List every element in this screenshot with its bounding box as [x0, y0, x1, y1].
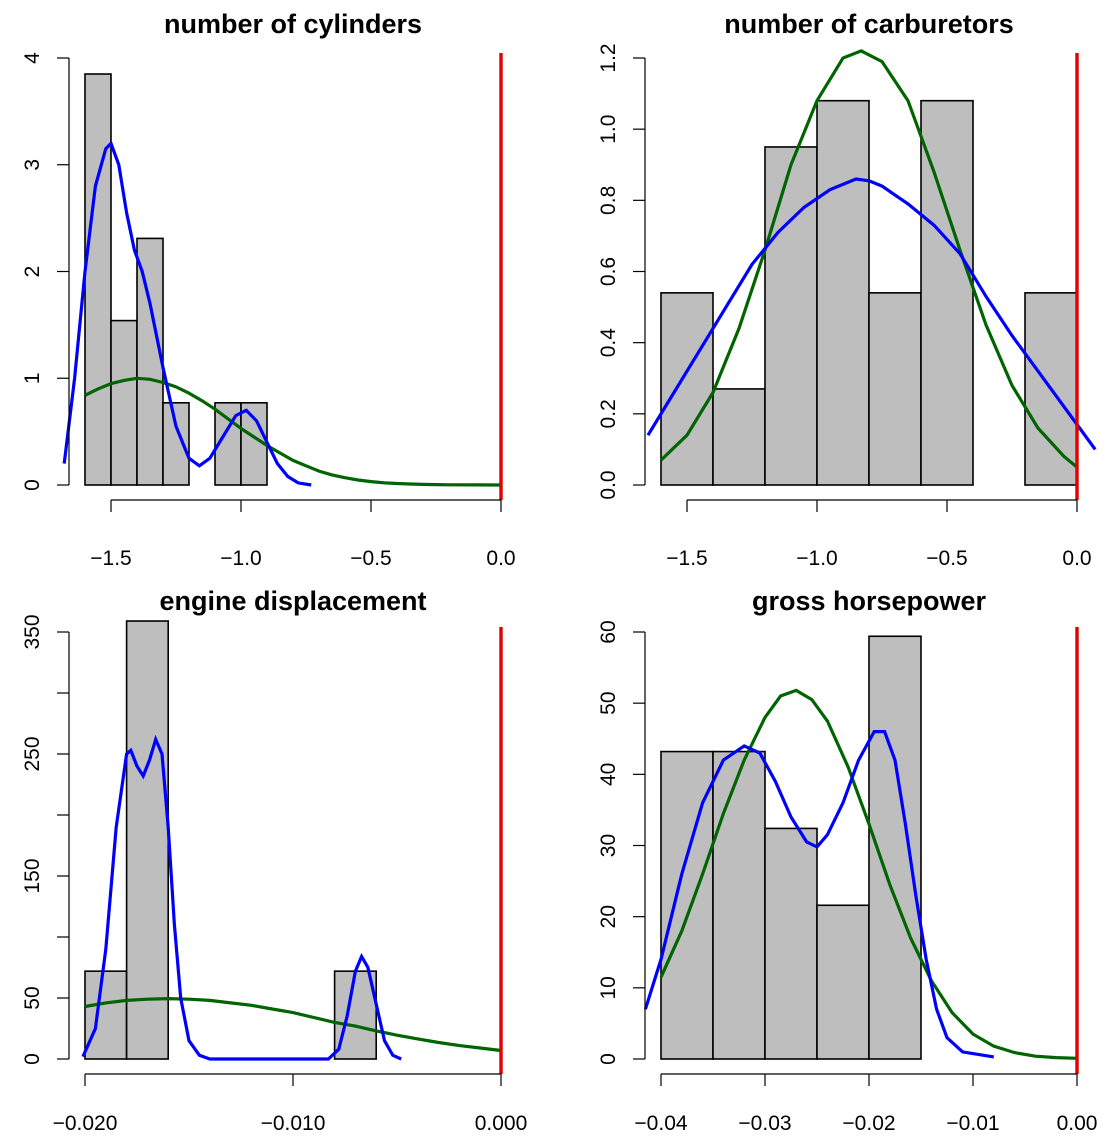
density-curve	[643, 730, 995, 1059]
histogram-bar	[136, 237, 164, 486]
y-tick-label: 1.0	[597, 115, 620, 144]
histogram-bar	[660, 292, 714, 486]
density-curve	[646, 177, 1097, 451]
histogram-bar	[816, 99, 870, 486]
histogram-panel: number of carburetors −1.5 −1.0 −0.5 0.0 0.0 0…	[597, 9, 1097, 570]
x-tick-label: −0.02	[842, 1112, 895, 1135]
y-tick-label: 4	[21, 52, 44, 64]
density-curve	[62, 140, 312, 487]
histogram-bar	[816, 904, 870, 1060]
x-tick-label: 0.000	[475, 1112, 528, 1135]
histogram-bar	[162, 402, 190, 486]
y-tick-label: 1	[21, 372, 44, 384]
x-tick-label: −1.0	[796, 547, 837, 570]
y-tick-label: 0.8	[597, 186, 620, 215]
histogram-bar	[712, 750, 766, 1060]
density-curve	[81, 734, 402, 1061]
y-tick-label: 50	[21, 986, 44, 1009]
y-tick-label: 0.2	[597, 399, 620, 428]
y-tick-label: 30	[597, 834, 620, 857]
y-tick-label: 0	[21, 479, 44, 491]
panel-title: engine displacement	[159, 586, 426, 616]
y-tick-label: 0.4	[597, 328, 620, 358]
y-tick-label: 3	[21, 159, 44, 171]
x-tick-label: −0.010	[261, 1112, 326, 1135]
x-tick-label: −1.5	[666, 547, 707, 570]
y-tick-label: 2	[21, 266, 44, 278]
histogram-panel: gross horsepower −0.04 −0.03 −0.02 −0.01 0.00…	[597, 586, 1097, 1135]
normal-curve	[84, 996, 502, 1053]
y-tick-label: 40	[597, 763, 620, 786]
histogram-panel: number of cylinders −1.5 −1.0 −0.5 0.0 0 1 2 3 4	[21, 9, 516, 570]
y-tick-label: 350	[21, 614, 44, 649]
histogram-panel: engine displacement −0.020 −0.010 0.000 0 50 1…	[21, 586, 527, 1135]
y-tick-label: 250	[21, 736, 44, 771]
histogram-bar	[84, 970, 128, 1060]
y-tick-label: 0.0	[597, 470, 620, 499]
normal-curve	[84, 376, 502, 487]
y-tick-label: 0.6	[597, 257, 620, 286]
normal-curve	[659, 688, 1078, 1060]
panel-title: gross horsepower	[752, 586, 987, 616]
histogram-bar	[920, 99, 974, 486]
y-tick-label: 150	[21, 858, 44, 893]
x-tick-label: −1.5	[90, 547, 131, 570]
panel-title: number of cylinders	[164, 9, 422, 39]
x-tick-label: −0.5	[350, 547, 391, 570]
panel-title: number of carburetors	[724, 9, 1014, 39]
x-tick-label: −0.04	[634, 1112, 687, 1135]
histogram-bar	[125, 620, 169, 1060]
x-tick-label: −0.03	[738, 1112, 791, 1135]
histogram-bar	[764, 146, 818, 486]
x-tick-label: −0.5	[926, 547, 967, 570]
y-tick-label: 50	[597, 691, 620, 714]
x-tick-label: 0.0	[1062, 547, 1091, 570]
y-tick-label: 10	[597, 976, 620, 999]
y-tick-label: 60	[597, 620, 620, 643]
histogram-bar	[110, 319, 138, 486]
x-tick-label: −0.01	[946, 1112, 999, 1135]
x-tick-label: −1.0	[220, 547, 261, 570]
y-tick-label: 0	[597, 1053, 620, 1065]
x-tick-label: 0.0	[486, 547, 515, 570]
y-tick-label: 20	[597, 905, 620, 928]
histogram-bar	[712, 388, 766, 486]
y-tick-label: 0	[21, 1053, 44, 1065]
normal-curve	[659, 49, 1079, 469]
x-tick-label: −0.020	[53, 1112, 118, 1135]
x-tick-label: 0.00	[1057, 1112, 1098, 1135]
y-tick-label: 1.2	[597, 43, 620, 72]
histogram-bar	[84, 73, 112, 486]
histogram-bar	[868, 292, 922, 486]
histogram-bar	[764, 827, 818, 1060]
